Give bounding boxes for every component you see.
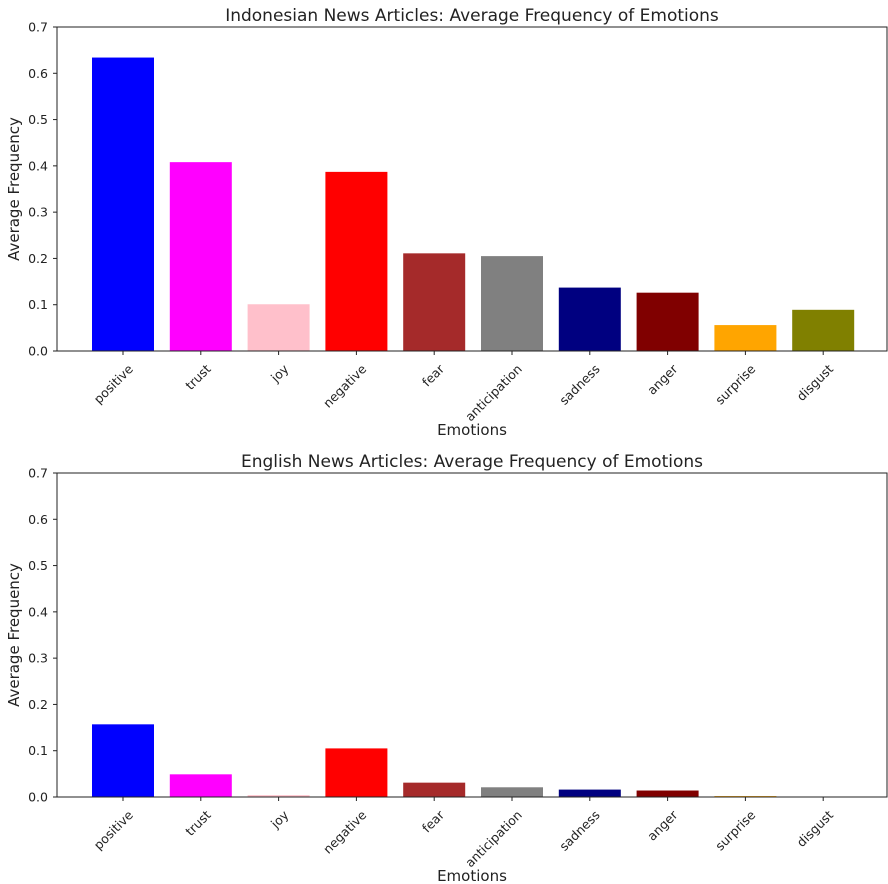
indonesian-chart-yticks: 0.0 0.1 0.2 0.3 0.4 0.5 0.6 0.7 (28, 20, 57, 359)
indonesian-bar-disgust (792, 309, 855, 351)
indonesian-bar-fear (403, 253, 466, 351)
english-xtick-label: surprise (712, 807, 758, 853)
indonesian-chart-xlabel: Emotions (437, 421, 507, 439)
indonesian-xtick-label: sadness (556, 361, 602, 407)
english-chart-ylabel: Average Frequency (5, 563, 23, 707)
english-ytick-label: 0.5 (28, 558, 48, 573)
indonesian-chart: Indonesian News Articles: Average Freque… (5, 6, 888, 439)
english-ytick-label: 0.4 (28, 604, 48, 619)
english-bar-anticipation (481, 787, 543, 797)
indonesian-bar-surprise (714, 325, 777, 351)
indonesian-bar-trust (169, 162, 232, 351)
indonesian-ytick-label: 0.2 (28, 251, 48, 266)
english-ytick-label: 0.3 (28, 651, 48, 666)
english-chart-frame (56, 472, 888, 798)
english-ytick-label: 0.6 (28, 512, 48, 527)
english-xtick-label: joy (267, 807, 292, 832)
indonesian-bar-anticipation (481, 256, 543, 351)
indonesian-chart-title: Indonesian News Articles: Average Freque… (225, 6, 719, 26)
english-xtick-label: disgust (794, 807, 837, 850)
indonesian-ytick-label: 0.3 (28, 205, 48, 220)
indonesian-xtick-label: anger (644, 361, 681, 398)
indonesian-xtick-label: fear (419, 361, 448, 390)
indonesian-xtick-label: joy (267, 361, 292, 386)
english-chart-xlabel: Emotions (437, 867, 507, 884)
indonesian-bar-positive (92, 57, 154, 352)
indonesian-ytick-label: 0.1 (28, 297, 48, 312)
english-ytick-label: 0.2 (28, 697, 48, 712)
english-ytick-label: 0.1 (28, 743, 48, 758)
indonesian-ytick-label: 0.7 (28, 20, 48, 35)
indonesian-xtick-label: anticipation (462, 361, 525, 424)
indonesian-chart-bars (92, 57, 855, 352)
english-bar-sadness (558, 789, 621, 797)
english-ytick-label: 0.7 (28, 466, 48, 481)
indonesian-xtick-label: positive (91, 361, 136, 406)
indonesian-bar-negative (325, 171, 388, 351)
indonesian-xtick-label: surprise (712, 361, 758, 407)
indonesian-ytick-label: 0.5 (28, 112, 48, 127)
indonesian-chart-ylabel: Average Frequency (5, 117, 23, 261)
english-chart-yticks: 0.0 0.1 0.2 0.3 0.4 0.5 0.6 0.7 (28, 466, 57, 805)
english-xtick-label: negative (320, 807, 369, 856)
indonesian-chart-xticks: positive trust joy negative fear anticipation… (91, 351, 837, 424)
indonesian-xtick-label: negative (320, 361, 369, 410)
indonesian-ytick-label: 0.6 (28, 66, 48, 81)
indonesian-ytick-label: 0.4 (28, 158, 48, 173)
english-xtick-label: sadness (556, 807, 602, 853)
english-chart-xticks: positive trust joy negative fear anticipation… (91, 797, 837, 870)
indonesian-chart-frame (56, 26, 888, 352)
english-chart: English News Articles: Average Frequency… (5, 452, 888, 884)
indonesian-ytick-label: 0.0 (28, 344, 48, 359)
english-xtick-label: fear (419, 807, 448, 836)
english-bar-negative (325, 748, 388, 797)
indonesian-xtick-label: disgust (794, 361, 837, 404)
english-chart-title: English News Articles: Average Frequency… (241, 452, 703, 472)
english-bar-fear (403, 782, 466, 797)
english-ytick-label: 0.0 (28, 790, 48, 805)
english-bar-joy (247, 795, 310, 797)
english-bar-positive (92, 724, 154, 797)
english-xtick-label: anticipation (462, 807, 525, 870)
indonesian-bar-joy (247, 304, 310, 351)
english-xtick-label: positive (91, 807, 136, 852)
indonesian-xtick-label: trust (182, 361, 213, 392)
english-chart-bars (92, 724, 855, 797)
indonesian-bar-sadness (558, 287, 621, 351)
english-bar-anger (636, 790, 699, 797)
english-bar-trust (169, 774, 232, 797)
indonesian-bar-anger (636, 292, 699, 351)
english-xtick-label: trust (182, 807, 213, 838)
english-xtick-label: anger (644, 807, 681, 844)
